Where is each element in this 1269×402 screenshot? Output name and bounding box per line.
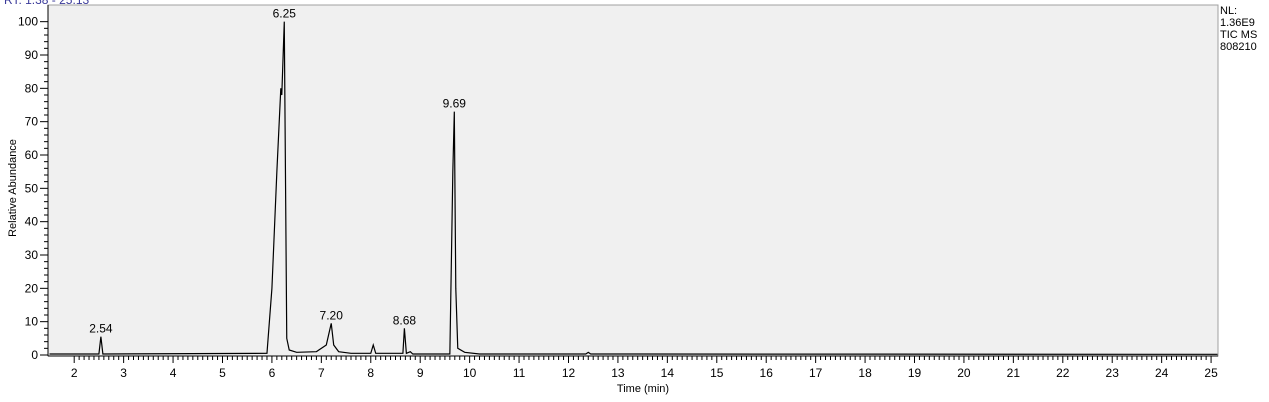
x-tick-label: 21 [1007, 366, 1021, 380]
y-tick-label: 70 [25, 115, 39, 129]
x-tick-label: 2 [71, 366, 78, 380]
y-axis-label: Relative Abundance [7, 139, 19, 237]
y-tick-label: 10 [25, 315, 39, 329]
y-tick-label: 30 [25, 248, 39, 262]
x-tick-label: 5 [219, 366, 226, 380]
y-tick-label: 40 [25, 215, 39, 229]
y-tick-label: 80 [25, 81, 39, 95]
x-tick-label: 4 [170, 366, 177, 380]
x-tick-label: 19 [908, 366, 922, 380]
y-tick-label: 20 [25, 281, 39, 295]
x-tick-label: 10 [463, 366, 477, 380]
peak-label: 7.20 [320, 308, 344, 322]
side-label: 808210 [1220, 41, 1257, 53]
x-tick-label: 17 [809, 366, 823, 380]
x-tick-label: 16 [760, 366, 774, 380]
side-label: NL: [1220, 5, 1237, 17]
x-tick-label: 25 [1204, 366, 1218, 380]
x-tick-label: 15 [710, 366, 724, 380]
x-tick-label: 22 [1056, 366, 1070, 380]
peak-label: 6.25 [273, 7, 297, 21]
x-tick-label: 9 [417, 366, 424, 380]
x-tick-label: 13 [611, 366, 625, 380]
y-tick-label: 90 [25, 48, 39, 62]
trace [49, 21, 1218, 355]
side-label: 1.36E9 [1220, 17, 1255, 29]
x-axis-label: Time (min) [617, 383, 669, 395]
plot-area [47, 4, 1219, 357]
x-tick-label: 20 [957, 366, 971, 380]
y-tick-label: 100 [18, 15, 38, 29]
peak-label: 9.69 [443, 97, 467, 111]
peak-label: 2.54 [89, 322, 113, 336]
x-tick-label: 18 [858, 366, 872, 380]
x-tick-label: 24 [1155, 366, 1169, 380]
x-tick-label: 8 [367, 366, 374, 380]
x-tick-label: 3 [120, 366, 127, 380]
side-label: TIC MS [1220, 29, 1257, 41]
x-tick-label: 6 [269, 366, 276, 380]
y-tick-label: 50 [25, 181, 39, 195]
x-tick-label: 14 [661, 366, 675, 380]
y-tick-label: 0 [31, 348, 38, 362]
y-tick-label: 60 [25, 148, 39, 162]
x-tick-label: 7 [318, 366, 325, 380]
range-title: RT: 1.38 - 25.13 [4, 0, 89, 7]
x-tick-label: 12 [562, 366, 576, 380]
x-tick-label: 23 [1106, 366, 1120, 380]
x-tick-label: 11 [513, 366, 526, 380]
peak-label: 8.68 [393, 313, 417, 327]
